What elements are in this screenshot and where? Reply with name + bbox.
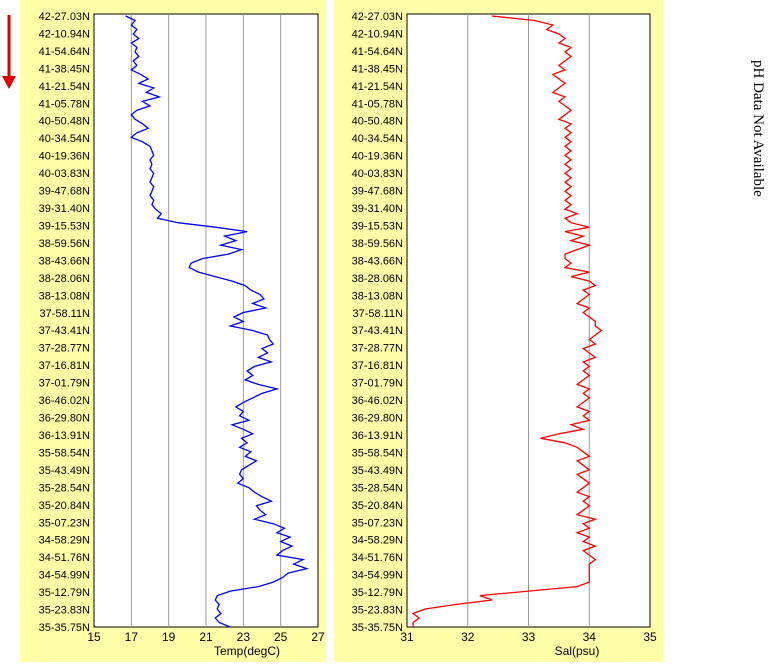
temp-latitude-label: 35-12.79N (39, 587, 90, 599)
temp-latitude-label: 38-28.06N (39, 273, 90, 285)
temp-latitude-label: 36-46.02N (39, 395, 90, 407)
temp-x-tick-label: 25 (274, 630, 288, 644)
temp-latitude-label: 36-29.80N (39, 413, 90, 425)
temp-x-axis-label: Temp(degC) (214, 644, 280, 658)
temp-latitude-label: 35-58.54N (39, 447, 90, 459)
temp-latitude-label: 40-34.54N (39, 133, 90, 145)
temp-x-tick-label: 23 (237, 630, 251, 644)
salinity-latitude-label: 41-05.78N (352, 98, 403, 110)
salinity-latitude-label: 37-16.81N (352, 360, 403, 372)
temp-latitude-label: 37-01.79N (39, 378, 90, 390)
salinity-latitude-label: 39-47.68N (352, 186, 403, 198)
temp-latitude-label: 39-15.53N (39, 220, 90, 232)
salinity-latitude-label: 42-10.94N (352, 28, 403, 40)
salinity-gridlines (467, 14, 590, 627)
salinity-latitude-label: 35-43.49N (352, 465, 403, 477)
salinity-latitude-label: 36-29.80N (352, 413, 403, 425)
salinity-latitude-label: 35-23.83N (352, 605, 403, 617)
temp-latitude-label: 35-28.54N (39, 482, 90, 494)
salinity-latitude-label: 34-58.29N (352, 535, 403, 547)
salinity-latitude-label: 35-20.84N (352, 500, 403, 512)
temp-latitude-label: 41-54.64N (39, 46, 90, 58)
temp-latitude-label: 37-43.41N (39, 325, 90, 337)
temp-latitude-label: 34-54.99N (39, 570, 90, 582)
salinity-latitude-label: 37-28.77N (352, 343, 403, 355)
salinity-latitude-label: 37-01.79N (352, 378, 403, 390)
salinity-latitude-label: 35-07.23N (352, 517, 403, 529)
temp-x-tick-label: 21 (199, 630, 213, 644)
temp-latitude-label: 39-31.40N (39, 203, 90, 215)
salinity-x-ticks: 31 32 33 34 35 (400, 630, 657, 644)
salinity-latitude-label: 38-59.56N (352, 238, 403, 250)
salinity-latitude-label: 34-51.76N (352, 552, 403, 564)
salinity-latitude-label: 38-28.06N (352, 273, 403, 285)
salinity-x-axis-label: Sal(psu) (555, 644, 600, 658)
temp-latitude-label: 38-59.56N (39, 238, 90, 250)
salinity-latitude-label: 39-15.53N (352, 220, 403, 232)
temp-latitude-label: 42-10.94N (39, 28, 90, 40)
temp-x-tick-label: 17 (125, 630, 139, 644)
salinity-x-tick-label: 34 (583, 630, 597, 644)
salinity-x-tick-label: 31 (400, 630, 414, 644)
salinity-latitude-label: 40-50.48N (352, 116, 403, 128)
temperature-series-line (125, 15, 310, 628)
temp-latitude-label: 35-35.75N (39, 622, 90, 634)
temp-x-tick-label: 19 (162, 630, 176, 644)
ph-unavailable-note: pH Data Not Available (750, 60, 766, 197)
temp-latitude-label: 38-43.66N (39, 255, 90, 267)
temp-latitude-label: 42-27.03N (39, 11, 90, 23)
temp-gridlines (130, 14, 282, 627)
salinity-latitude-label: 39-31.40N (352, 203, 403, 215)
salinity-latitude-label: 35-58.54N (352, 447, 403, 459)
temp-latitude-label: 40-50.48N (39, 116, 90, 128)
temp-latitude-label: 34-51.76N (39, 552, 90, 564)
salinity-latitude-label: 40-19.36N (352, 151, 403, 163)
temp-latitude-label: 40-19.36N (39, 151, 90, 163)
salinity-latitude-label: 37-58.11N (352, 308, 403, 320)
down-arrow-icon (2, 15, 16, 89)
temp-latitude-label: 41-38.45N (39, 63, 90, 75)
salinity-x-tick-label: 33 (522, 630, 536, 644)
salinity-latitude-label: 41-21.54N (352, 81, 403, 93)
temp-latitude-label: 35-43.49N (39, 465, 90, 477)
salinity-latitude-label: 40-34.54N (352, 133, 403, 145)
salinity-latitude-label: 40-03.83N (352, 168, 403, 180)
temp-latitude-label: 41-21.54N (39, 81, 90, 93)
temp-latitude-label: 38-13.08N (39, 290, 90, 302)
temp-latitude-label: 40-03.83N (39, 168, 90, 180)
salinity-latitude-label: 38-13.08N (352, 290, 403, 302)
salinity-latitude-label: 35-35.75N (352, 622, 403, 634)
salinity-latitude-label: 41-54.64N (352, 46, 403, 58)
salinity-latitude-label: 42-27.03N (352, 11, 403, 23)
salinity-latitude-label: 35-28.54N (352, 482, 403, 494)
temp-latitude-label: 37-16.81N (39, 360, 90, 372)
temp-latitude-label: 39-47.68N (39, 186, 90, 198)
temp-latitude-label: 37-28.77N (39, 343, 90, 355)
temp-latitude-label: 34-58.29N (39, 535, 90, 547)
temp-latitude-label: 41-05.78N (39, 98, 90, 110)
salinity-latitude-label: 36-13.91N (352, 430, 403, 442)
salinity-latitude-label: 38-43.66N (352, 255, 403, 267)
temp-latitude-label: 35-23.83N (39, 605, 90, 617)
salinity-latitude-label: 41-38.45N (352, 63, 403, 75)
salinity-latitude-label: 37-43.41N (352, 325, 403, 337)
salinity-latitude-labels: 42-27.03N 42-10.94N 41-54.64N 41-38.45N 41-2… (352, 11, 403, 634)
salinity-latitude-label: 36-46.02N (352, 395, 403, 407)
temp-x-tick-label: 27 (311, 630, 325, 644)
salinity-latitude-label: 34-54.99N (352, 570, 403, 582)
temp-latitude-label: 37-58.11N (39, 308, 90, 320)
temp-latitude-label: 35-20.84N (39, 500, 90, 512)
salinity-x-tick-label: 32 (461, 630, 475, 644)
temp-x-tick-label: 15 (87, 630, 101, 644)
temp-latitude-label: 36-13.91N (39, 430, 90, 442)
salinity-x-tick-label: 35 (643, 630, 657, 644)
temp-latitude-label: 35-07.23N (39, 517, 90, 529)
temp-latitude-labels: 42-27.03N 42-10.94N 41-54.64N 41-38.45N 41-2… (39, 11, 90, 634)
salinity-latitude-label: 35-12.79N (352, 587, 403, 599)
temp-x-ticks: 15 17 19 21 23 25 27 (87, 630, 325, 644)
salinity-series-line (411, 15, 603, 627)
